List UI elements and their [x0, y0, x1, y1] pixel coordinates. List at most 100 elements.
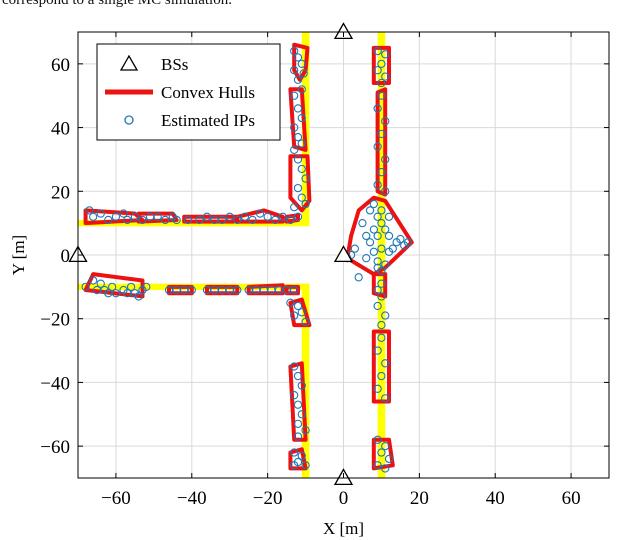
- estimated-ip-point: [301, 199, 310, 209]
- estimated-ip-point: [290, 66, 299, 75]
- x-ticks: −60 −40 −20 0 20 40 60: [101, 32, 581, 509]
- convex-hull-3: [83, 208, 145, 226]
- estimated-ip-point: [297, 59, 306, 69]
- convex-hull-2: [288, 154, 312, 213]
- estimated-ip-point: [381, 464, 390, 473]
- estimated-ip-point: [381, 260, 390, 269]
- x-axis-label: X [m]: [323, 519, 364, 538]
- estimated-ip-point: [384, 231, 394, 241]
- estimated-ip-point: [233, 285, 242, 295]
- estimated-ip-point: [362, 231, 371, 241]
- estimated-ip-point: [373, 461, 382, 470]
- x-tick-label: −60: [101, 488, 131, 509]
- estimated-ip-point: [373, 46, 382, 56]
- y-axis-label: Y [m]: [9, 235, 28, 275]
- estimated-ip-point: [293, 432, 303, 441]
- base-station-marker: [333, 22, 354, 40]
- estimated-ip-point: [377, 59, 386, 69]
- estimated-ip-point: [396, 234, 405, 244]
- estimated-ip-point: [293, 155, 303, 164]
- estimated-ip-point: [377, 266, 386, 276]
- estimated-ip-point: [293, 75, 303, 84]
- estimated-ip-point: [377, 448, 386, 457]
- estimated-ip-point: [119, 209, 128, 218]
- estimated-ip-point: [377, 320, 386, 330]
- estimated-ip-point: [225, 212, 234, 221]
- estimated-ip-point: [373, 301, 382, 311]
- estimated-ip-point: [297, 139, 306, 148]
- estimated-ip-point: [365, 238, 375, 247]
- estimated-ip-point: [293, 183, 303, 193]
- estimated-ip-point: [290, 46, 299, 56]
- convex-hull-13: [288, 297, 312, 328]
- estimated-ip-point: [384, 212, 394, 221]
- estimated-ip-point: [81, 282, 90, 292]
- estimated-ip-point: [290, 285, 299, 295]
- estimated-ip-point: [290, 123, 299, 132]
- x-tick-label: 40: [486, 488, 505, 509]
- estimated-ip-point: [297, 164, 306, 174]
- x-tick-label: −20: [253, 488, 283, 509]
- estimated-ip-point: [369, 225, 378, 234]
- estimated-ip-point: [373, 66, 382, 75]
- estimated-ip-point: [381, 187, 390, 196]
- estimated-ip-point: [286, 215, 295, 225]
- estimated-ip-point: [297, 85, 306, 94]
- estimated-ip-point: [290, 203, 299, 212]
- convex-hull-6: [235, 208, 285, 224]
- legend-item-bss: BSs: [119, 54, 188, 74]
- estimated-ip-point: [373, 257, 382, 266]
- estimated-ip-point: [89, 212, 98, 221]
- estimated-ip-point: [373, 285, 382, 295]
- estimated-ip-point: [301, 426, 310, 435]
- estimated-ip-point: [271, 215, 280, 225]
- estimated-ip-point: [377, 371, 386, 381]
- estimated-ips: [81, 46, 413, 473]
- estimated-ip-point: [202, 212, 212, 221]
- base-station-marker: [333, 245, 354, 263]
- estimated-ip-point: [384, 454, 394, 464]
- base-stations: [68, 22, 354, 486]
- estimated-ip-point: [381, 155, 390, 164]
- y-tick-label: 40: [51, 119, 70, 140]
- estimated-ip-point: [293, 371, 303, 381]
- estimated-ip-point: [134, 292, 143, 301]
- legend-label-convex-hulls: Convex Hulls: [161, 83, 255, 102]
- legend-item-convex-hulls: Convex Hulls: [105, 83, 255, 102]
- estimated-ip-point: [381, 50, 390, 59]
- y-ticks: −60 −40 −20 0 20 40 60: [40, 55, 609, 458]
- y-tick-label: 60: [51, 55, 70, 76]
- estimated-ip-point: [381, 359, 390, 368]
- legend-item-estimated-ips: Estimated IPs: [124, 111, 255, 130]
- estimated-ip-point: [301, 317, 310, 327]
- estimated-ip-point: [290, 448, 299, 457]
- legend-triangle-marker: [119, 54, 139, 71]
- estimated-ip-point: [195, 215, 204, 225]
- estimated-ip-point: [373, 435, 382, 444]
- estimated-ip-point: [301, 174, 310, 183]
- estimated-ip-point: [286, 298, 295, 307]
- estimated-ip-point: [96, 279, 105, 288]
- estimated-ip-point: [142, 282, 151, 292]
- estimated-ip-point: [96, 209, 105, 218]
- x-tick-label: 60: [562, 488, 581, 509]
- estimated-ip-point: [373, 231, 382, 241]
- legend-label-estimated-ips: Estimated IPs: [161, 111, 255, 130]
- estimated-ip-point: [293, 53, 303, 62]
- estimated-ip-point: [381, 394, 390, 403]
- estimated-ip-point: [381, 72, 390, 81]
- y-tick-label: −20: [40, 310, 70, 331]
- estimated-ip-point: [293, 400, 303, 409]
- estimated-ip-point: [354, 273, 363, 282]
- estimated-ip-point: [172, 215, 181, 225]
- estimated-ip-point: [297, 451, 306, 460]
- x-tick-label: −40: [177, 488, 207, 509]
- estimated-ip-point: [301, 461, 310, 470]
- estimated-ip-point: [373, 384, 382, 393]
- convex-hull-21: [371, 437, 395, 471]
- estimated-ip-point: [377, 292, 386, 301]
- estimated-ip-point: [263, 212, 272, 221]
- caption-text: correspond to a single MC simulation.: [2, 0, 232, 8]
- estimated-ip-point: [126, 282, 136, 292]
- estimated-ip-point: [377, 218, 386, 228]
